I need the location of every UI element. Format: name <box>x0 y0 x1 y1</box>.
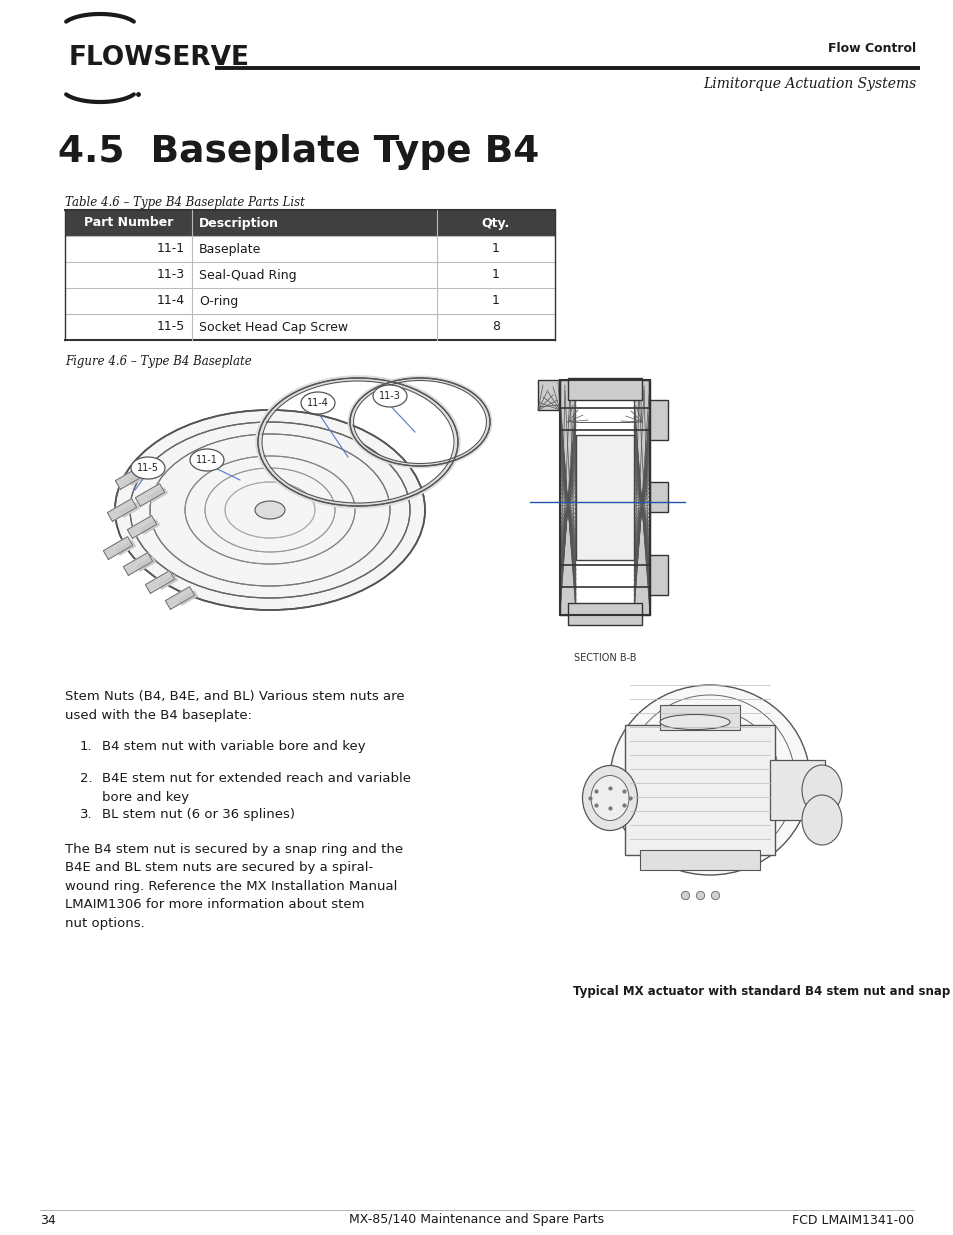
Text: B4 stem nut with variable bore and key: B4 stem nut with variable bore and key <box>102 740 365 753</box>
Polygon shape <box>149 488 167 503</box>
Polygon shape <box>121 503 139 517</box>
Text: Stem Nuts (B4, B4E, and BL) Various stem nuts are
used with the B4 baseplate:: Stem Nuts (B4, B4E, and BL) Various stem… <box>65 690 404 721</box>
Text: 2.: 2. <box>80 772 92 785</box>
Bar <box>649 555 667 595</box>
Polygon shape <box>140 520 159 534</box>
Polygon shape <box>128 516 156 538</box>
Text: 1: 1 <box>492 268 499 282</box>
Ellipse shape <box>801 795 841 845</box>
Text: 11-1: 11-1 <box>156 242 185 256</box>
Text: Qty.: Qty. <box>481 216 510 230</box>
Ellipse shape <box>254 501 285 519</box>
Ellipse shape <box>582 766 637 830</box>
Polygon shape <box>165 587 194 609</box>
Text: SECTION B-B: SECTION B-B <box>573 653 636 663</box>
Ellipse shape <box>373 385 407 408</box>
Polygon shape <box>116 541 135 555</box>
Text: FCD LMAIM1341-00: FCD LMAIM1341-00 <box>791 1214 913 1226</box>
Bar <box>567 378 641 400</box>
Text: 11-5: 11-5 <box>156 321 185 333</box>
Bar <box>576 435 634 559</box>
Text: 11-3: 11-3 <box>378 391 400 401</box>
Polygon shape <box>103 537 132 559</box>
Polygon shape <box>123 553 152 576</box>
Text: 1: 1 <box>492 294 499 308</box>
Ellipse shape <box>609 685 809 876</box>
Text: 4.5  Baseplate Type B4: 4.5 Baseplate Type B4 <box>58 135 538 170</box>
Ellipse shape <box>301 391 335 414</box>
Ellipse shape <box>115 410 424 610</box>
Text: B4E stem nut for extended reach and variable
bore and key: B4E stem nut for extended reach and vari… <box>102 772 411 804</box>
Text: Limitorque Actuation Systems: Limitorque Actuation Systems <box>702 77 915 91</box>
Text: 11-4: 11-4 <box>307 398 329 408</box>
Text: Part Number: Part Number <box>84 216 173 230</box>
Text: 11-4: 11-4 <box>156 294 185 308</box>
Text: 8: 8 <box>492 321 499 333</box>
Polygon shape <box>129 471 147 485</box>
Polygon shape <box>136 557 155 571</box>
Polygon shape <box>158 576 177 589</box>
Text: 11-3: 11-3 <box>156 268 185 282</box>
Text: Table 4.6 – Type B4 Baseplate Parts List: Table 4.6 – Type B4 Baseplate Parts List <box>65 196 305 209</box>
Ellipse shape <box>190 450 224 471</box>
Bar <box>65 210 555 236</box>
Polygon shape <box>135 484 165 506</box>
Text: 1.: 1. <box>80 740 92 753</box>
Text: 1: 1 <box>492 242 499 256</box>
Bar <box>649 482 667 513</box>
Polygon shape <box>115 467 145 489</box>
Text: MX-85/140 Maintenance and Spare Parts: MX-85/140 Maintenance and Spare Parts <box>349 1214 604 1226</box>
Text: 3.: 3. <box>80 808 92 821</box>
Text: Description: Description <box>199 216 278 230</box>
Text: Flow Control: Flow Control <box>827 42 915 54</box>
Text: Socket Head Cap Screw: Socket Head Cap Screw <box>199 321 348 333</box>
Bar <box>559 380 576 615</box>
Text: Figure 4.6 – Type B4 Baseplate: Figure 4.6 – Type B4 Baseplate <box>65 354 252 368</box>
Bar <box>659 705 740 730</box>
Polygon shape <box>145 571 174 593</box>
Ellipse shape <box>131 457 165 479</box>
Bar <box>537 380 559 410</box>
Bar <box>769 760 824 820</box>
Text: Seal-Quad Ring: Seal-Quad Ring <box>199 268 296 282</box>
Bar <box>567 603 641 625</box>
Bar <box>639 850 760 869</box>
Bar <box>559 380 649 615</box>
Polygon shape <box>108 499 136 521</box>
Text: BL stem nut (6 or 36 splines): BL stem nut (6 or 36 splines) <box>102 808 294 821</box>
Ellipse shape <box>590 776 628 820</box>
Text: 11-5: 11-5 <box>137 463 159 473</box>
Text: O-ring: O-ring <box>199 294 238 308</box>
Bar <box>624 725 774 855</box>
Text: Baseplate: Baseplate <box>199 242 261 256</box>
Ellipse shape <box>659 715 729 730</box>
Text: 11-1: 11-1 <box>196 454 217 466</box>
Bar <box>634 380 649 615</box>
Ellipse shape <box>801 764 841 815</box>
Polygon shape <box>178 590 197 605</box>
Bar <box>576 380 634 615</box>
Text: Typical MX actuator with standard B4 stem nut and snap ring: Typical MX actuator with standard B4 ste… <box>573 986 953 998</box>
Text: FLOWSERVE: FLOWSERVE <box>69 44 250 70</box>
Text: The B4 stem nut is secured by a snap ring and the
B4E and BL stem nuts are secur: The B4 stem nut is secured by a snap rin… <box>65 844 403 930</box>
Text: 34: 34 <box>40 1214 55 1226</box>
Bar <box>649 400 667 440</box>
